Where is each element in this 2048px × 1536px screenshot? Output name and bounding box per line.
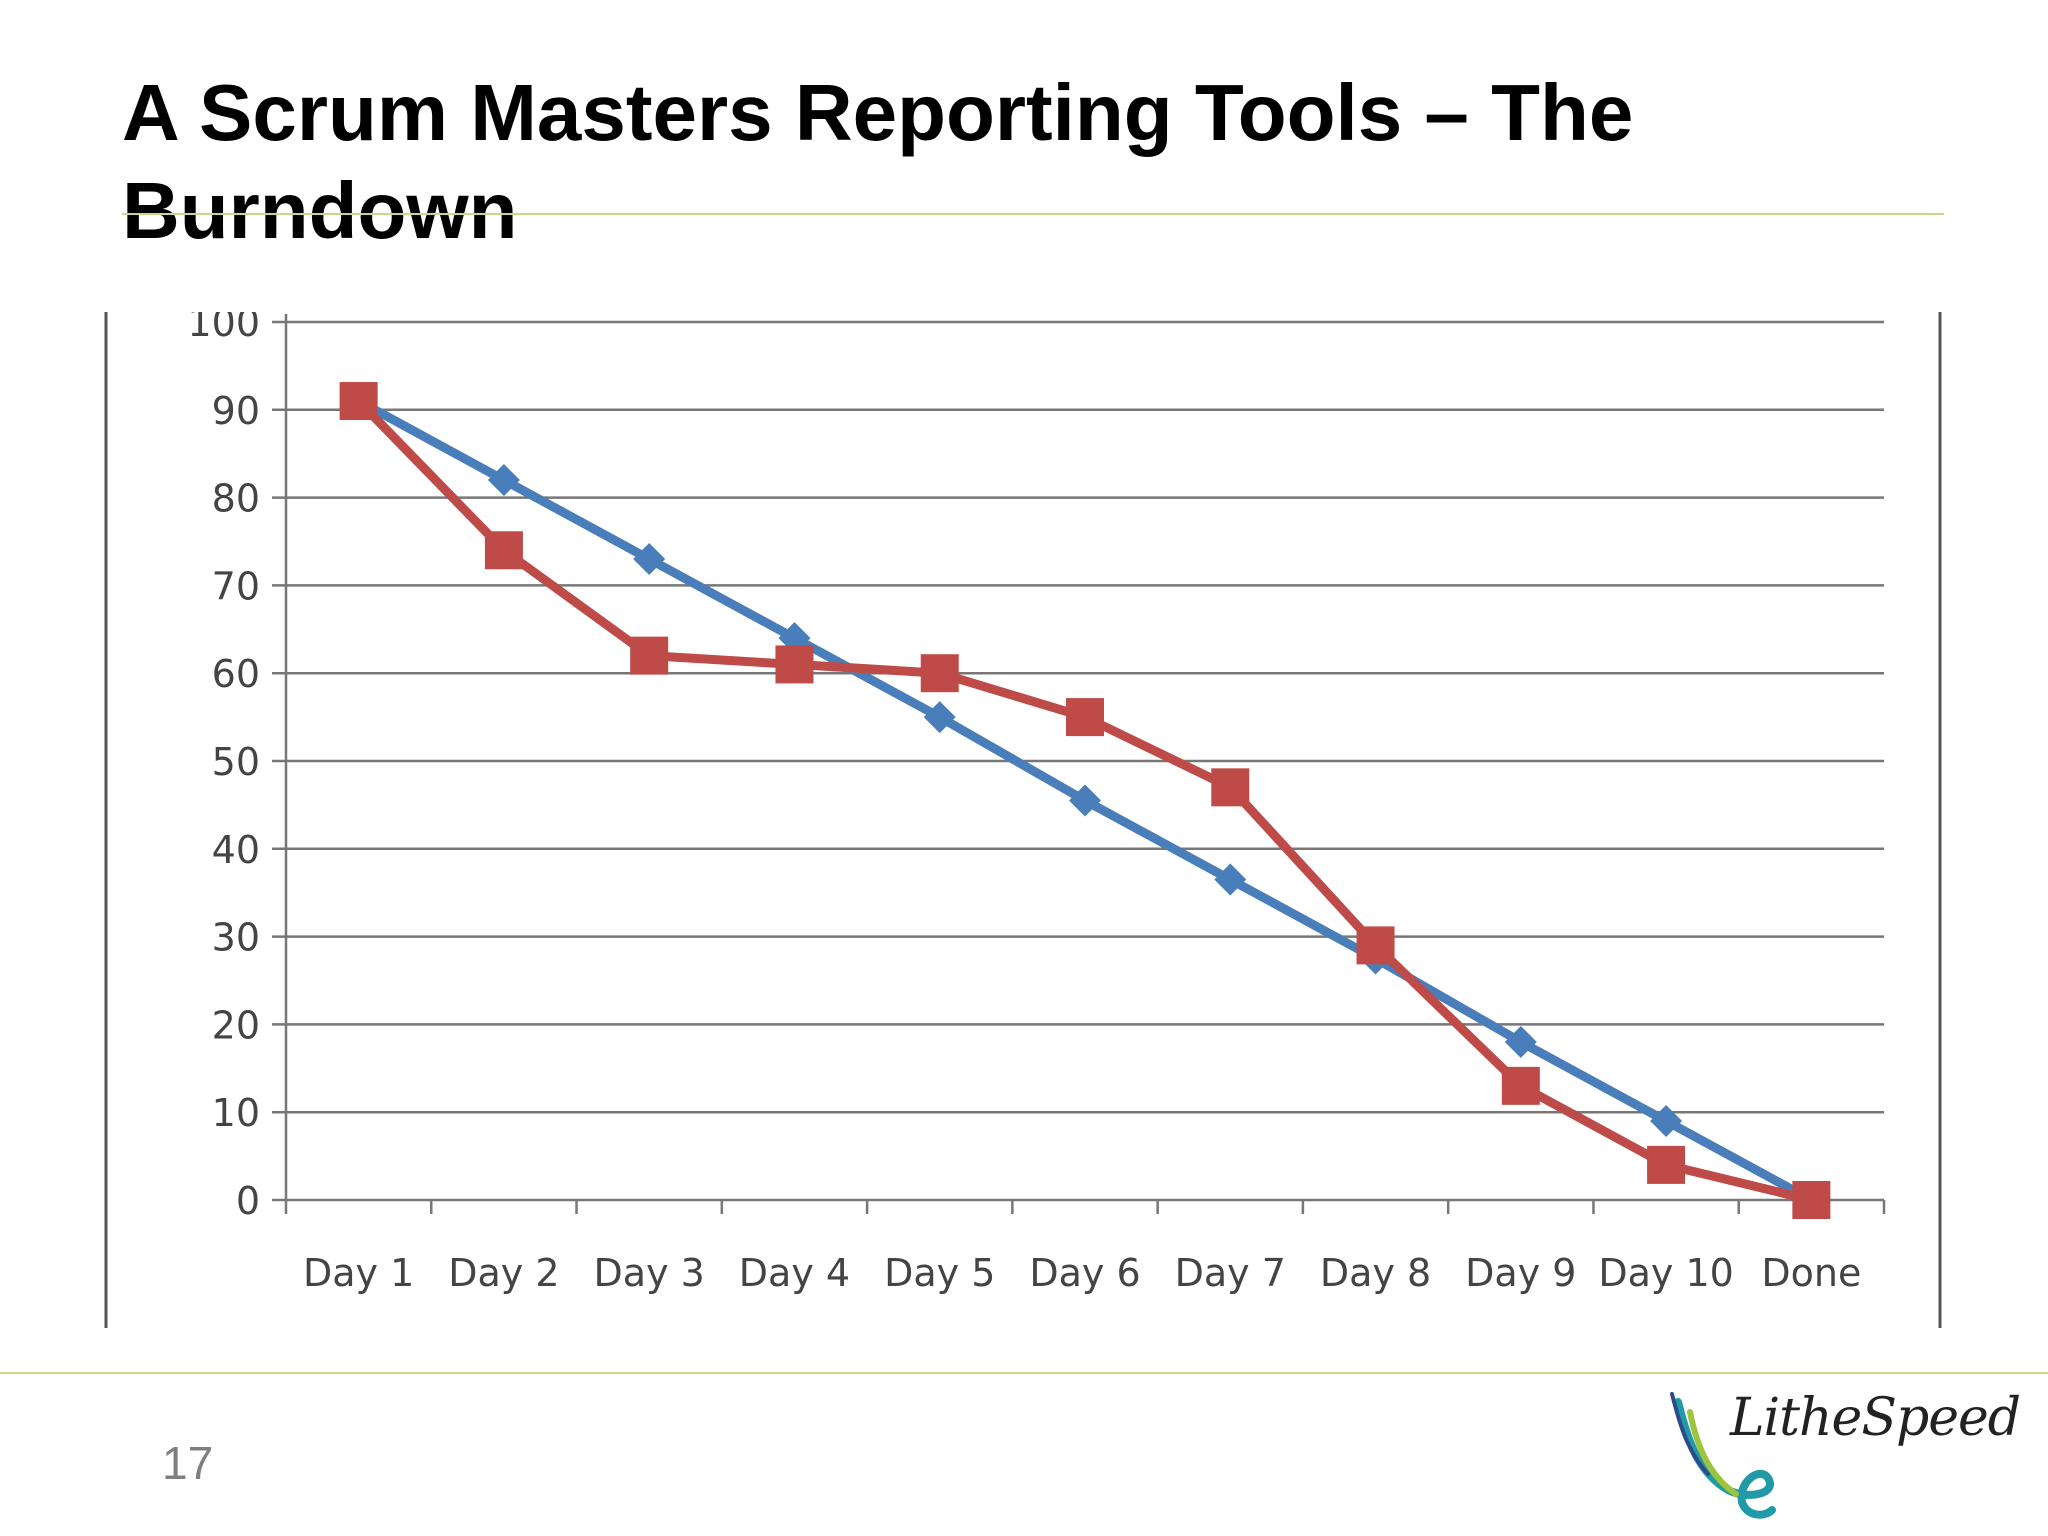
logo-text: LitheSpeed — [1730, 1388, 2021, 1448]
x-tick-label: Day 10 — [1598, 1251, 1733, 1295]
page-number: 17 — [162, 1437, 214, 1489]
y-tick-label: 60 — [212, 652, 260, 696]
y-tick-label: 40 — [212, 828, 260, 872]
x-tick-label: Day 2 — [448, 1251, 559, 1295]
series-2-point — [1066, 698, 1104, 737]
chart-svg: 0 10 20 30 40 50 60 70 80 90 100 Day 1 Day 2 Day 3 Day… — [104, 312, 1942, 1328]
x-tick-label: Day 9 — [1465, 1251, 1576, 1295]
y-tick-label: 50 — [212, 740, 260, 784]
y-tick-label: 10 — [212, 1091, 260, 1135]
y-tick-label: 90 — [212, 389, 260, 433]
series-2-point — [630, 636, 669, 675]
series-2-point — [1501, 1066, 1540, 1105]
series-2-point — [339, 382, 378, 421]
footer-divider — [0, 1372, 2048, 1374]
x-tick-label: Day 6 — [1029, 1251, 1140, 1295]
y-tick-label: 80 — [212, 477, 260, 521]
series-1-point — [1069, 784, 1101, 817]
title-divider — [122, 213, 1944, 215]
logo-swoosh-icon — [1670, 1392, 1776, 1519]
series-1-point — [633, 543, 666, 576]
series-2-point — [484, 531, 523, 570]
series-2-point — [1356, 926, 1395, 965]
x-tick-label: Day 5 — [884, 1251, 995, 1295]
x-tick-label: Day 4 — [739, 1251, 850, 1295]
y-tick-label: 70 — [212, 564, 260, 608]
slide-title: A Scrum Masters Reporting Tools – The Bu… — [122, 68, 1634, 255]
x-tick-label: Day 7 — [1175, 1251, 1286, 1295]
series-2-point — [775, 645, 814, 684]
series-2-point — [1211, 768, 1250, 807]
lithespeed-logo: LitheSpeed — [1668, 1382, 2021, 1522]
x-tick-label: Done — [1761, 1251, 1861, 1295]
series-2-point — [1647, 1145, 1686, 1184]
series-1-point — [1214, 863, 1247, 896]
x-tick-label: Day 8 — [1320, 1251, 1431, 1295]
series-1-point — [923, 701, 956, 734]
series-1-point — [487, 464, 520, 497]
series-1-point — [1650, 1104, 1683, 1137]
series-2-point — [920, 654, 959, 693]
x-tick-label: Day 3 — [594, 1251, 705, 1295]
y-tick-label: 20 — [212, 1003, 260, 1047]
burndown-chart: 0 10 20 30 40 50 60 70 80 90 100 Day 1 Day 2 Day 3 Day… — [104, 312, 1944, 1330]
series-1-point — [1504, 1025, 1537, 1058]
y-tick-label: 30 — [212, 916, 260, 960]
y-tick-label: 0 — [236, 1179, 260, 1223]
y-tick-label: 100 — [187, 312, 260, 345]
series-2-point — [1792, 1181, 1831, 1219]
x-tick-label: Day 1 — [303, 1251, 414, 1295]
